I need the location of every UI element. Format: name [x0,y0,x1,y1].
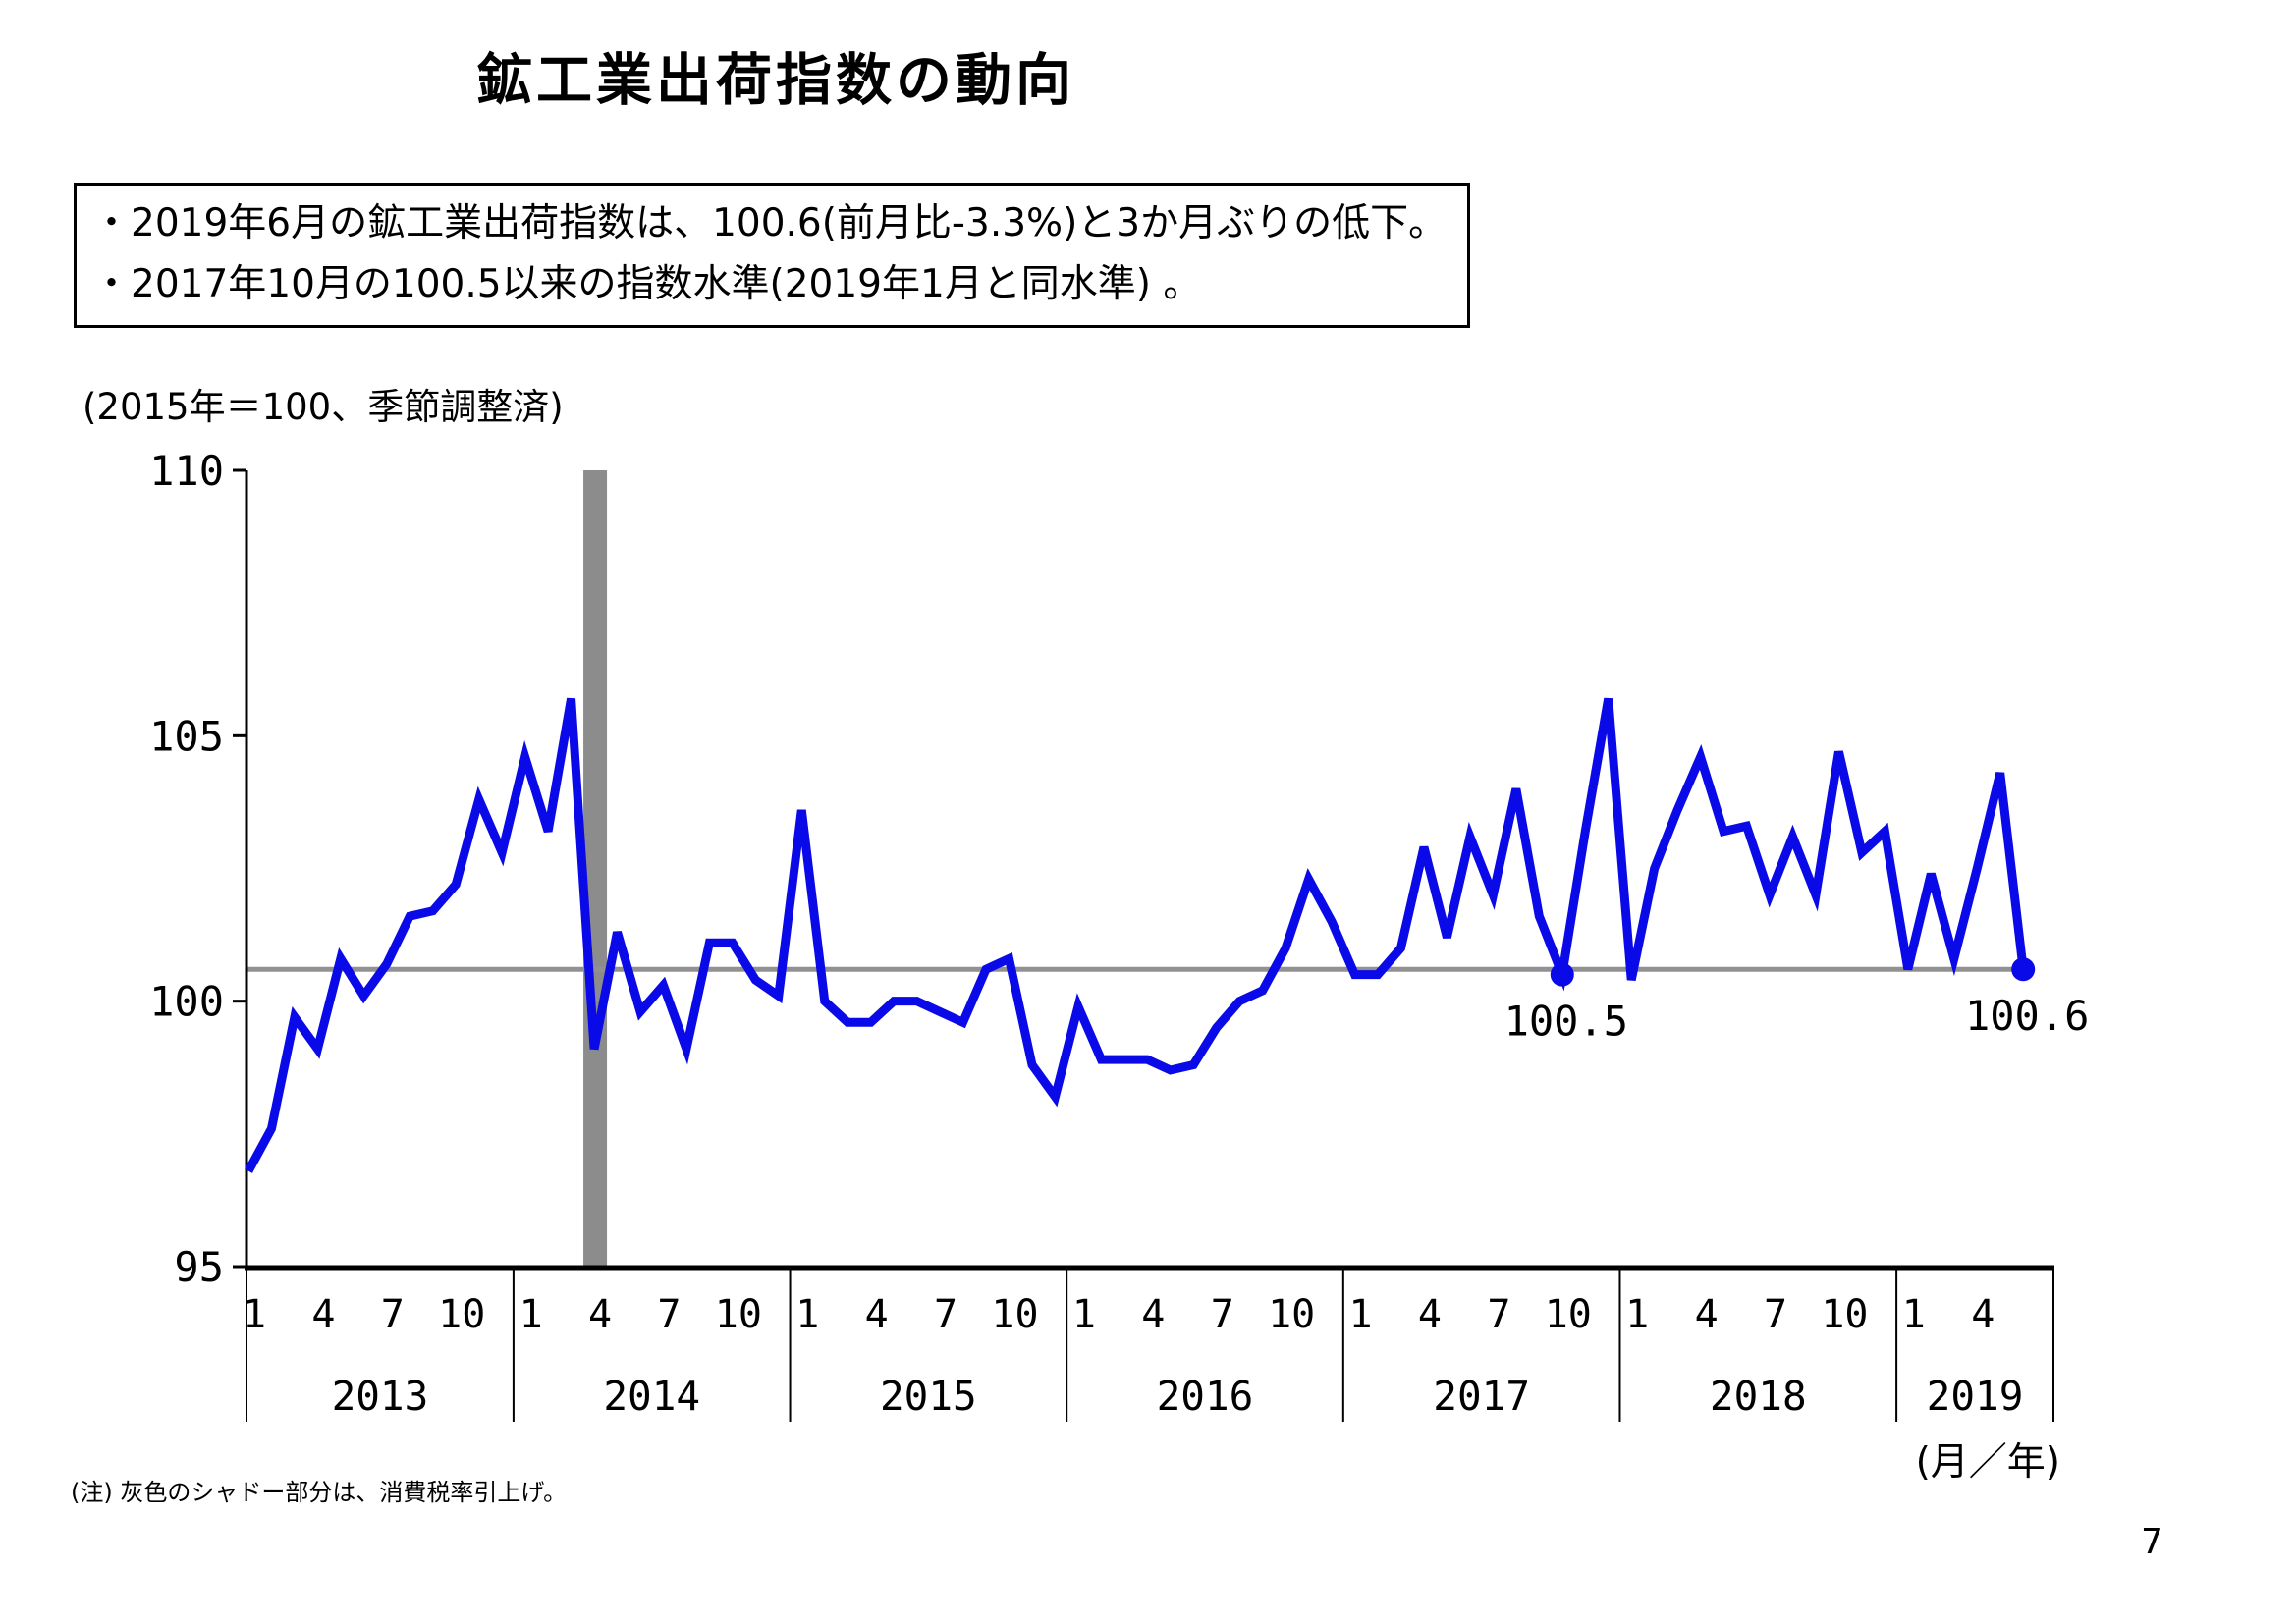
month-tick-label: 1 [1625,1292,1649,1337]
data-point-label: 100.5 [1504,998,1628,1046]
y-tick-label: 110 [149,447,224,495]
month-tick-label: 1 [1349,1292,1373,1337]
month-tick-label: 7 [1211,1292,1234,1337]
tax-hike-band [583,470,608,1267]
month-tick-label: 1 [795,1292,819,1337]
month-tick-label: 7 [1764,1292,1787,1337]
month-tick-label: 4 [1971,1292,1995,1337]
month-tick-label: 7 [934,1292,957,1337]
data-point-label: 100.6 [1965,992,2089,1040]
data-point-marker [2011,957,2036,982]
yaxis-unit-label: (2015年＝100、季節調整済) [82,386,564,428]
month-tick-label: 10 [1821,1292,1868,1337]
y-tick-label: 95 [174,1243,224,1291]
month-tick-label: 1 [243,1292,266,1337]
year-label: 2015 [880,1373,977,1420]
year-label: 2019 [1927,1373,2024,1420]
page-number: 7 [2141,1522,2163,1562]
month-tick-label: 4 [1695,1292,1719,1337]
summary-box: ・2019年6月の鉱工業出荷指数は、100.6(前月比-3.3%)と3か月ぶりの… [74,183,1470,328]
month-tick-label: 10 [991,1292,1038,1337]
footnote: (注) 灰色のシャドー部分は、消費税率引上げ。 [71,1479,568,1506]
month-tick-label: 10 [1545,1292,1592,1337]
y-tick-label: 100 [149,978,224,1026]
month-tick-label: 7 [1487,1292,1510,1337]
data-point-marker [1550,962,1574,987]
y-tick-label: 105 [149,712,224,760]
year-label: 2018 [1710,1373,1807,1420]
index-data-line [245,697,2028,1173]
year-label: 2013 [332,1373,429,1420]
month-tick-label: 4 [588,1292,612,1337]
xaxis-unit-label: (月／年) [1915,1440,2060,1485]
month-tick-label: 7 [381,1292,405,1337]
month-tick-label: 10 [438,1292,485,1337]
month-tick-label: 7 [657,1292,681,1337]
month-tick-label: 1 [519,1292,543,1337]
month-tick-label: 10 [715,1292,762,1337]
month-tick-label: 4 [865,1292,889,1337]
month-tick-label: 1 [1072,1292,1096,1337]
month-tick-label: 10 [1268,1292,1315,1337]
month-tick-label: 4 [1141,1292,1165,1337]
year-label: 2014 [603,1373,700,1420]
month-tick-label: 4 [311,1292,335,1337]
summary-line-1: ・2019年6月の鉱工業出荷指数は、100.6(前月比-3.3%)と3か月ぶりの… [92,201,1448,245]
month-tick-label: 1 [1902,1292,1926,1337]
year-label: 2017 [1433,1373,1530,1420]
page-title: 鉱工業出荷指数の動向 [476,48,1075,113]
month-tick-label: 4 [1418,1292,1442,1337]
year-label: 2016 [1157,1373,1254,1420]
summary-line-2: ・2017年10月の100.5以来の指数水準(2019年1月と同水準) 。 [92,262,1202,306]
